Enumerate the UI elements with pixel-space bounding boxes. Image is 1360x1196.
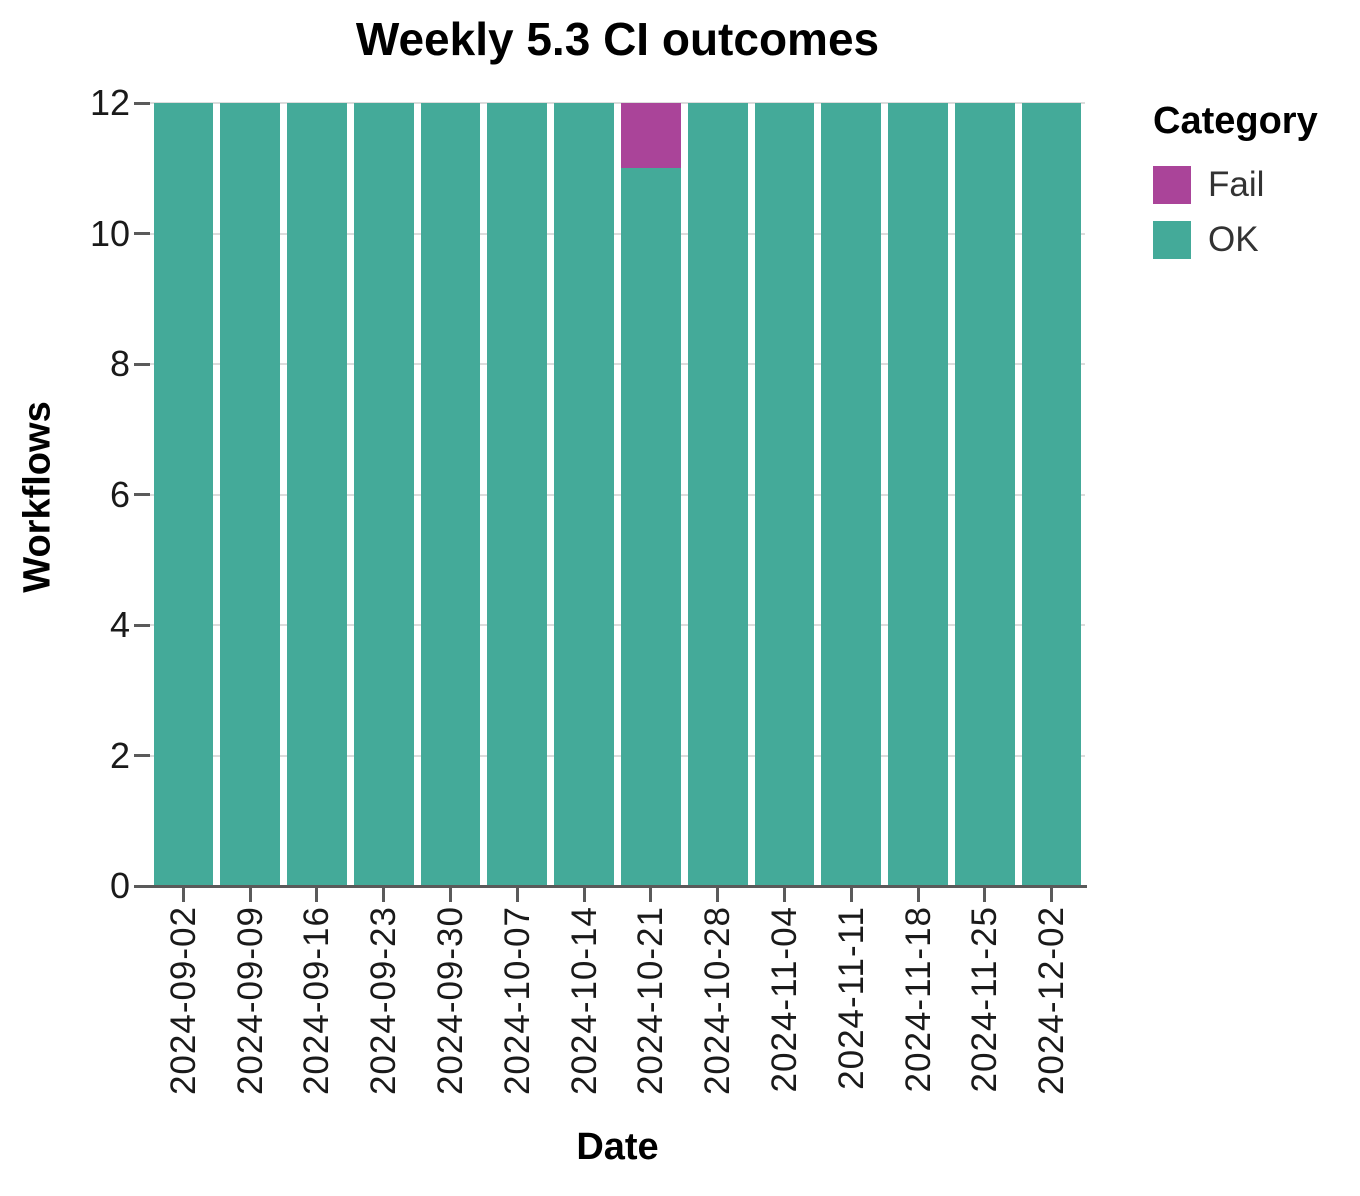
x-tick-mark [582,887,586,902]
legend-item-fail: Fail [1153,165,1353,205]
y-tick-label: 6 [109,473,130,515]
y-tick-label: 2 [109,734,130,776]
x-tick-label: 2024-09-23 [364,906,404,1096]
x-tick-label: 2024-10-07 [497,906,537,1096]
x-tick-label: 2024-10-14 [564,906,604,1096]
x-tick-label: 2024-11-25 [965,906,1005,1093]
bar-segment-fail [621,103,681,169]
bar-segment-ok [888,103,948,886]
x-tick-mark [1050,887,1054,902]
legend-swatch-ok [1153,221,1191,259]
bar-segment-ok [821,103,882,886]
y-tick-mark [134,754,150,757]
x-tick-mark [449,887,453,902]
y-tick-label: 4 [109,604,130,645]
legend-label-fail: Fail [1208,165,1265,204]
y-tick-label: 0 [109,865,130,906]
y-tick-label: 12 [89,82,130,123]
bar-segment-ok [487,103,548,886]
gridline [150,624,1085,626]
bar-segment-ok [621,168,681,886]
y-tick-mark [134,884,150,888]
bar-segment-ok [220,103,281,886]
gridline [150,754,1085,757]
legend-item-ok: OK [1153,220,1353,260]
bar-segment-ok [1021,103,1082,886]
x-tick-mark [716,887,720,902]
x-tick-label: 2024-11-18 [898,906,938,1093]
legend-swatch-fail [1153,166,1191,204]
x-tick-mark [382,887,386,902]
bar-segment-ok [353,103,414,886]
bar-segment-ok [287,103,347,886]
y-tick-mark [134,101,150,105]
bar-segment-ok [153,103,214,886]
x-tick-mark [782,887,786,902]
bar-segment-ok [687,103,748,886]
x-tick-mark [849,887,853,902]
gridline [150,363,1085,365]
x-tick-label: 2024-10-21 [631,906,671,1096]
x-tick-mark [649,887,653,902]
legend-title: Category [1153,100,1318,142]
legend: Category Fail OK [1153,100,1353,260]
x-tick-label: 2024-09-30 [431,906,471,1096]
x-tick-mark [181,887,185,902]
x-tick-mark [983,887,987,902]
x-tick-label: 2024-10-28 [698,906,738,1096]
chart-title: Weekly 5.3 CI outcomes [355,13,880,65]
x-tick-mark [248,887,252,902]
legend-label-ok: OK [1208,220,1259,259]
bar-segment-ok [954,103,1015,886]
x-tick-mark [916,887,920,902]
y-tick-mark [134,232,150,235]
y-tick-label: 8 [109,343,130,384]
y-tick-label: 10 [89,212,130,254]
x-axis-title: Date [576,1126,659,1168]
x-tick-label: 2024-12-02 [1032,906,1072,1096]
legend-items: Fail OK [1153,165,1353,260]
gridline [150,232,1085,235]
x-tick-mark [515,887,519,902]
gridline [150,493,1085,496]
bar-segment-ok [554,103,614,886]
y-tick-mark [134,493,150,496]
x-tick-label: 2024-11-11 [831,906,871,1090]
x-axis-line [150,885,1087,888]
y-tick-mark [134,362,150,366]
x-tick-label: 2024-09-16 [297,906,337,1096]
x-tick-mark [315,887,319,902]
y-tick-mark [134,623,150,627]
x-tick-label: 2024-11-04 [764,906,804,1093]
bar-segment-ok [420,103,481,886]
x-tick-label: 2024-09-02 [163,906,203,1096]
bar-segment-ok [754,103,815,886]
x-tick-label: 2024-09-09 [230,906,270,1096]
gridline [150,102,1085,104]
